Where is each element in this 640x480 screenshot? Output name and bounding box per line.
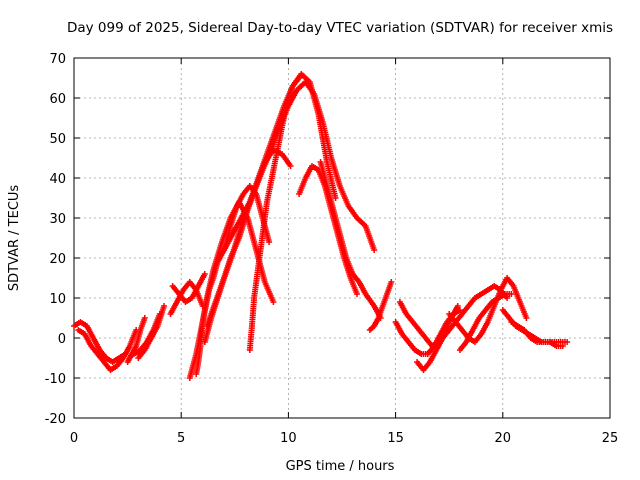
series-arc-15 xyxy=(317,159,384,321)
series-arc-7 xyxy=(169,271,208,305)
data-point xyxy=(161,303,168,309)
y-tick-label: 40 xyxy=(49,172,66,187)
y-tick-label: 0 xyxy=(58,332,66,347)
series-arc-10 xyxy=(201,147,294,345)
series-arc-21 xyxy=(456,291,515,353)
series-arc-18 xyxy=(396,299,461,349)
data-point xyxy=(156,311,163,317)
data-point xyxy=(287,163,294,169)
series-arc-13 xyxy=(246,75,303,353)
data-point xyxy=(141,315,148,321)
data-point xyxy=(332,195,339,201)
series-arc-11 xyxy=(203,71,339,329)
x-tick-label: 25 xyxy=(602,431,619,446)
x-tick-label: 20 xyxy=(495,431,512,446)
y-tick-label: 60 xyxy=(49,92,66,107)
y-tick-label: 30 xyxy=(49,212,66,227)
y-tick-label: 70 xyxy=(49,52,66,67)
data-point xyxy=(371,247,378,253)
x-axis: 0 5 10 15 20 25 xyxy=(70,58,618,446)
data-point xyxy=(559,343,566,349)
series-arc-20 xyxy=(446,275,530,345)
x-tick-label: 5 xyxy=(177,431,185,446)
y-tick-label: -20 xyxy=(45,412,66,427)
data-point xyxy=(270,299,277,305)
plot-frame xyxy=(73,57,611,419)
series-arc-14 xyxy=(296,163,361,297)
y-axis-label: SDTVAR / TECUs xyxy=(7,185,22,292)
data-point xyxy=(508,291,515,297)
y-tick-label: 50 xyxy=(49,132,66,147)
data-point xyxy=(266,239,273,245)
data-point xyxy=(296,75,303,81)
data-points xyxy=(71,71,571,381)
data-point xyxy=(454,303,461,309)
series-arc-23 xyxy=(508,319,566,349)
y-axis: -20 -10 0 10 20 30 40 50 60 70 xyxy=(45,52,610,427)
y-tick-label: 20 xyxy=(49,252,66,267)
data-point xyxy=(564,339,571,345)
x-tick-label: 10 xyxy=(280,431,297,446)
x-axis-label: GPS time / hours xyxy=(286,459,395,474)
data-point xyxy=(354,291,361,297)
data-point xyxy=(388,279,395,285)
series-arc-2 xyxy=(75,327,140,373)
series-arc-16 xyxy=(366,279,395,333)
x-tick-label: 15 xyxy=(387,431,404,446)
chart-title: Day 099 of 2025, Sidereal Day-to-day VTE… xyxy=(67,20,613,36)
data-point xyxy=(201,271,208,277)
y-tick-label: -10 xyxy=(45,372,66,387)
series-arc-5 xyxy=(131,311,163,357)
x-tick-label: 0 xyxy=(70,431,78,446)
data-point xyxy=(523,315,530,321)
y-tick-label: 10 xyxy=(49,292,66,307)
